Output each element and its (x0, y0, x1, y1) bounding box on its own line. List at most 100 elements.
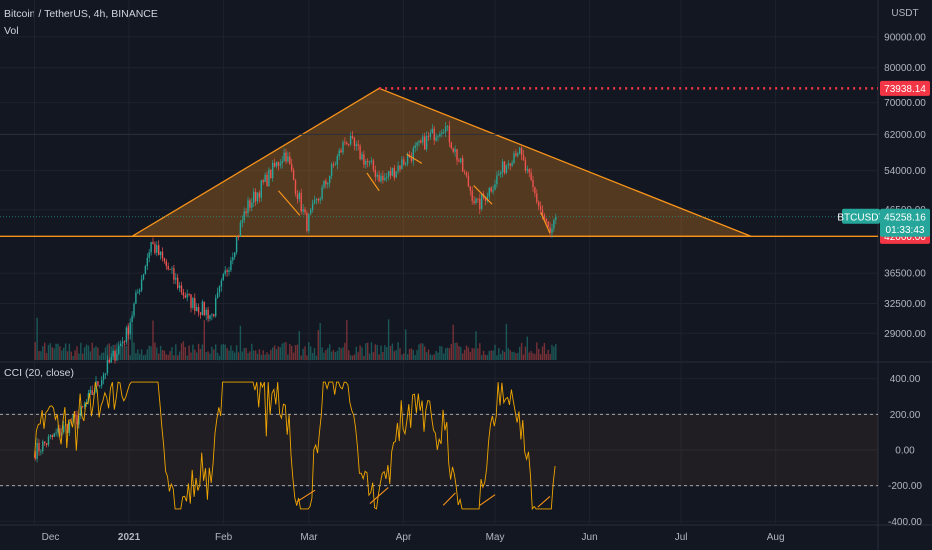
volume-bar (277, 346, 280, 360)
candle-body (336, 156, 338, 165)
volume-bar (416, 349, 418, 360)
volume-bar (34, 342, 36, 360)
volume-bar (83, 347, 86, 360)
countdown-text: 01:33:43 (886, 225, 925, 236)
cci-indicator (0, 381, 878, 511)
volume-bar (372, 352, 375, 360)
candle-body (262, 180, 264, 182)
volume-bar (410, 348, 413, 360)
resistance-price-tag-bg (880, 80, 930, 96)
volume-bar (342, 347, 344, 360)
volume-bar (175, 344, 177, 360)
candle-body (78, 415, 80, 425)
candle-body (391, 167, 394, 176)
volume-bar (163, 350, 166, 360)
volume-bar (473, 348, 475, 360)
candle-body (490, 187, 492, 192)
candle-body (498, 173, 500, 176)
candle-body (235, 236, 238, 253)
price-divergence-mark (406, 153, 423, 164)
time-tick-label: Dec (42, 532, 60, 543)
volume-bar (475, 331, 477, 360)
currency-label: USDT (891, 8, 918, 19)
candle-body (272, 163, 274, 178)
price-divergence-mark (278, 190, 301, 216)
volume-bar (348, 350, 350, 360)
candle-body (266, 174, 268, 187)
volume-bar (142, 355, 145, 360)
volume-bar (289, 344, 291, 360)
volume-bar (150, 346, 152, 360)
candle-body (91, 389, 93, 396)
volume-bar (192, 344, 194, 360)
volume-bar (121, 345, 124, 360)
candle-body (509, 163, 511, 166)
cci-band (0, 414, 878, 486)
time-tick-label: May (486, 532, 505, 543)
volume-bar (484, 354, 487, 360)
volume-bar (38, 350, 40, 360)
candle-body (110, 356, 112, 363)
volume-bar (517, 352, 519, 360)
volume-bar (399, 348, 401, 360)
candle-body (522, 155, 525, 161)
volume-bar (538, 348, 540, 360)
volume-bar (382, 351, 384, 360)
current-price-tag-bg (880, 208, 930, 237)
candle-body (365, 160, 367, 165)
candle-body (232, 257, 234, 261)
volume-bar (159, 345, 162, 360)
candle-body (425, 135, 428, 150)
volume-bar (177, 355, 179, 360)
candle-body (234, 252, 236, 258)
volume-bar (182, 341, 185, 360)
candle-body (47, 436, 50, 445)
volume-bar (247, 353, 249, 360)
candle-body (340, 150, 342, 153)
price-divergence-mark (473, 185, 493, 205)
price-divergence-mark (366, 172, 380, 192)
candle-body (175, 277, 177, 280)
volume-bar (253, 350, 255, 360)
candle-body (416, 142, 418, 146)
cci-label: CCI (20, close) (4, 367, 75, 379)
volume-bar (55, 343, 57, 360)
candle-body (226, 270, 228, 272)
candle-body (40, 451, 42, 452)
candle-body (167, 266, 169, 270)
volume-bar (545, 353, 547, 360)
candle-body (530, 172, 532, 180)
candle-body (133, 303, 135, 316)
candle-body (555, 216, 557, 220)
candle-body (484, 197, 487, 201)
candle-body (152, 242, 154, 244)
candle-body (135, 292, 137, 304)
volume-bar (528, 352, 530, 360)
volume-bar (444, 348, 447, 360)
candle-body (180, 285, 183, 293)
volume-bar (216, 352, 219, 360)
volume-bar (357, 352, 359, 360)
volume-bar (490, 350, 492, 360)
volume-bar (317, 330, 319, 360)
candle-body (118, 346, 120, 354)
candle-body (395, 171, 397, 178)
volume-bar (346, 320, 348, 360)
volume-bar (367, 342, 369, 360)
volume-bar (74, 350, 76, 360)
candle-body (139, 290, 141, 292)
candle-body (281, 161, 283, 164)
candle-body (192, 298, 194, 308)
volume-bar (361, 347, 363, 360)
volume-bar (534, 353, 536, 360)
cci-tick-label: -400.00 (888, 517, 922, 528)
volume-bar (334, 351, 337, 360)
candle-body (330, 164, 333, 176)
candle-body (224, 270, 226, 275)
volume-bar (241, 351, 243, 360)
candle-body (239, 222, 242, 237)
candle-body (310, 209, 312, 214)
time-tick-label: Jun (582, 532, 598, 543)
